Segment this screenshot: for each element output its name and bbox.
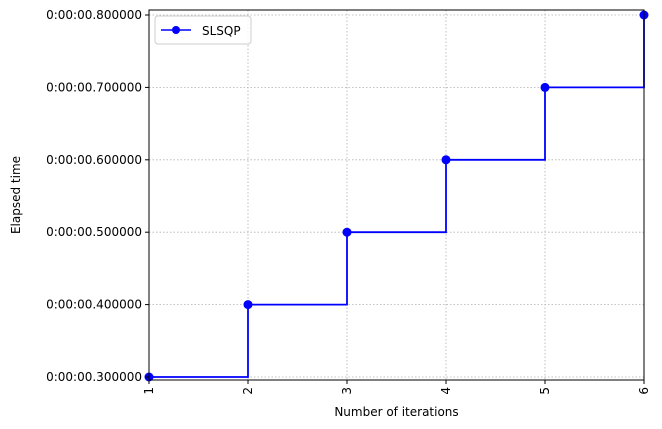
legend-marker-swatch [172, 26, 180, 34]
y-tick-label: 0:00:00.800000 [46, 8, 142, 22]
data-point [342, 227, 352, 237]
y-tick-label: 0:00:00.500000 [46, 225, 142, 239]
x-axis-label: Number of iterations [334, 405, 458, 419]
y-tick-label: 0:00:00.700000 [46, 80, 142, 94]
legend-entry-slsqp: SLSQP [202, 24, 241, 38]
series-line-slsqp [149, 15, 645, 378]
y-axis-label: Elapsed time [9, 156, 23, 234]
x-tick-label: 1 [142, 387, 156, 395]
data-point [441, 155, 451, 165]
plot-frame [148, 9, 645, 381]
legend: SLSQP [154, 15, 252, 45]
data-point [243, 300, 253, 310]
y-tick-label: 0:00:00.600000 [46, 153, 142, 167]
grid-lines [148, 10, 645, 380]
y-axis-ticks: 0:00:00.300000 0:00:00.400000 0:00:00.5000… [46, 8, 149, 384]
x-tick-label: 5 [538, 387, 552, 395]
y-tick-label: 0:00:00.300000 [46, 370, 142, 384]
data-point [540, 82, 550, 92]
x-axis-ticks: 1 2 3 4 5 6 [142, 380, 651, 395]
series-layer [144, 10, 649, 382]
x-tick-label: 6 [637, 387, 651, 395]
x-tick-label: 2 [241, 387, 255, 395]
y-tick-label: 0:00:00.400000 [46, 298, 142, 312]
x-tick-label: 3 [340, 387, 354, 395]
x-tick-label: 4 [439, 387, 453, 395]
legend-box [154, 15, 252, 45]
